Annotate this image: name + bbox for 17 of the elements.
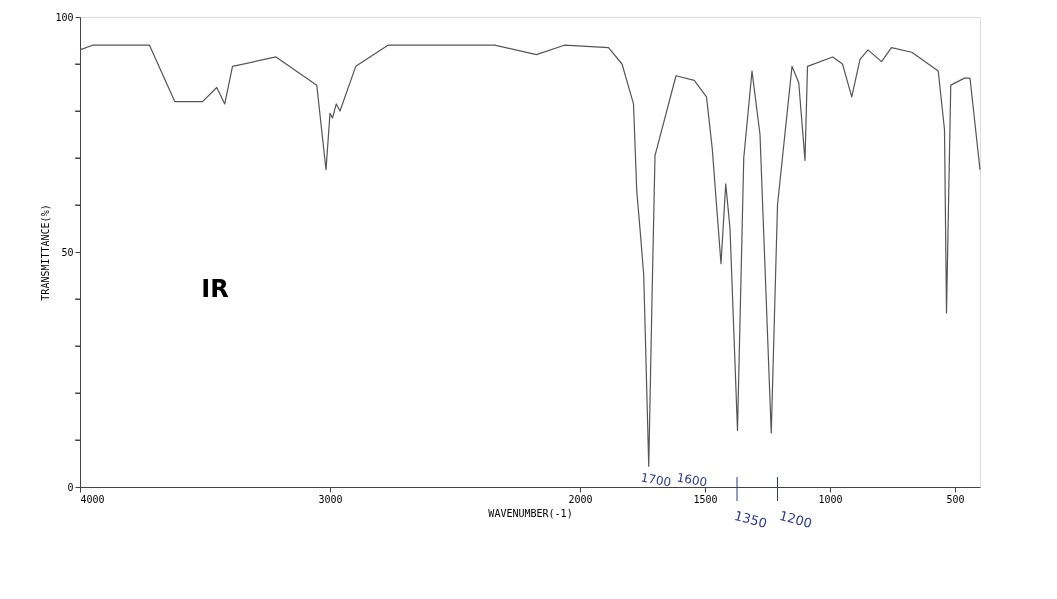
line-series — [79, 44, 981, 467]
y-axis-title: TRANSMITTANCE(%) — [40, 204, 52, 301]
text: 1200 — [777, 507, 814, 531]
x-tick-label: 1500 — [693, 493, 718, 505]
y-tick-label: 0 — [67, 481, 74, 493]
annotation: IR — [201, 274, 229, 303]
x-tick-label: 2000 — [568, 493, 593, 505]
x-axis-title: WAVENUMBER(-1) — [488, 507, 573, 519]
annotation: 1700 — [639, 470, 673, 490]
y-tick-label: 50 — [61, 246, 74, 258]
text: 1350 — [732, 507, 769, 531]
x-tick-label: 4000 — [80, 493, 105, 505]
y-tick-label: 100 — [55, 11, 74, 23]
x-tick-label: 1000 — [818, 493, 843, 505]
x-tick-label: 3000 — [318, 493, 343, 505]
annotation: 1600 — [675, 470, 709, 490]
x-tick-label: 500 — [946, 493, 965, 505]
